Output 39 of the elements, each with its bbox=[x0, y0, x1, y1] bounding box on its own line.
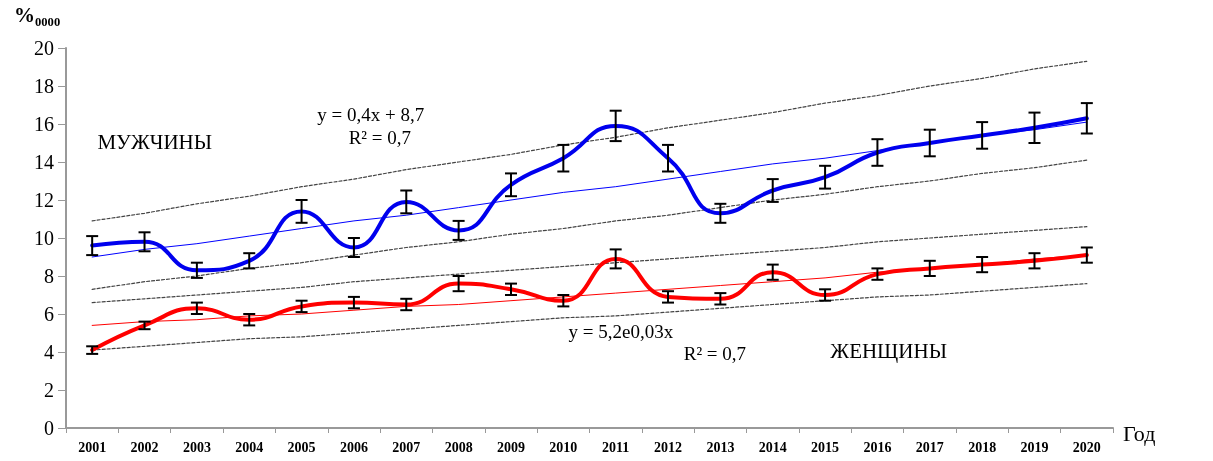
annotation: МУЖЧИНЫ bbox=[97, 130, 213, 155]
x-tick-label: 2020 bbox=[1072, 439, 1101, 455]
x-tick-label: 2018 bbox=[968, 439, 997, 455]
y-tick-label: 0 bbox=[44, 417, 54, 439]
x-tick-label: 2001 bbox=[78, 439, 107, 455]
x-axis-title: Год bbox=[1123, 420, 1156, 446]
x-tick-label: 2007 bbox=[392, 439, 421, 455]
annotation: y = 0,4x + 8,7 bbox=[317, 104, 425, 125]
x-tick-label: 2017 bbox=[915, 439, 944, 455]
x-tick-label: 2003 bbox=[182, 439, 211, 455]
y-tick-label: 14 bbox=[34, 151, 54, 173]
x-tick-label: 2004 bbox=[235, 439, 264, 455]
y-tick-label: 4 bbox=[44, 341, 54, 363]
x-tick-label: 2009 bbox=[496, 439, 525, 455]
x-tick-label: 2015 bbox=[811, 439, 840, 455]
annotation: R² = 0,7 bbox=[348, 126, 412, 148]
annotation: R² = 0,7 bbox=[683, 343, 747, 365]
annotation: y = 5,2e0,03x bbox=[568, 320, 674, 342]
x-tick-label: 2006 bbox=[339, 439, 368, 455]
x-tick-label: 2013 bbox=[706, 439, 735, 455]
y-tick-label: 16 bbox=[34, 113, 54, 135]
x-tick-label: 2016 bbox=[863, 439, 892, 455]
x-tick-label: 2002 bbox=[130, 439, 159, 455]
x-tick-label: 2019 bbox=[1020, 439, 1049, 455]
x-tick-label: 2005 bbox=[287, 439, 316, 455]
annotation: ЖЕНЩИНЫ bbox=[830, 339, 947, 364]
y-tick-label: 6 bbox=[44, 303, 54, 325]
y-tick-label: 18 bbox=[34, 75, 54, 97]
y-tick-label: 8 bbox=[44, 265, 54, 287]
x-tick-label: 2014 bbox=[758, 439, 787, 455]
x-tick-label: 2010 bbox=[549, 439, 578, 455]
y-tick-label: 20 bbox=[34, 37, 54, 59]
x-tick-label: 2008 bbox=[444, 439, 473, 455]
y-tick-label: 10 bbox=[34, 227, 54, 249]
x-tick-label: 2011 bbox=[602, 439, 630, 455]
x-tick-label: 2012 bbox=[654, 439, 683, 455]
y-axis-title: %₀₀₀₀ bbox=[14, 2, 61, 27]
y-tick-label: 12 bbox=[34, 189, 54, 211]
y-tick-label: 2 bbox=[44, 379, 54, 401]
